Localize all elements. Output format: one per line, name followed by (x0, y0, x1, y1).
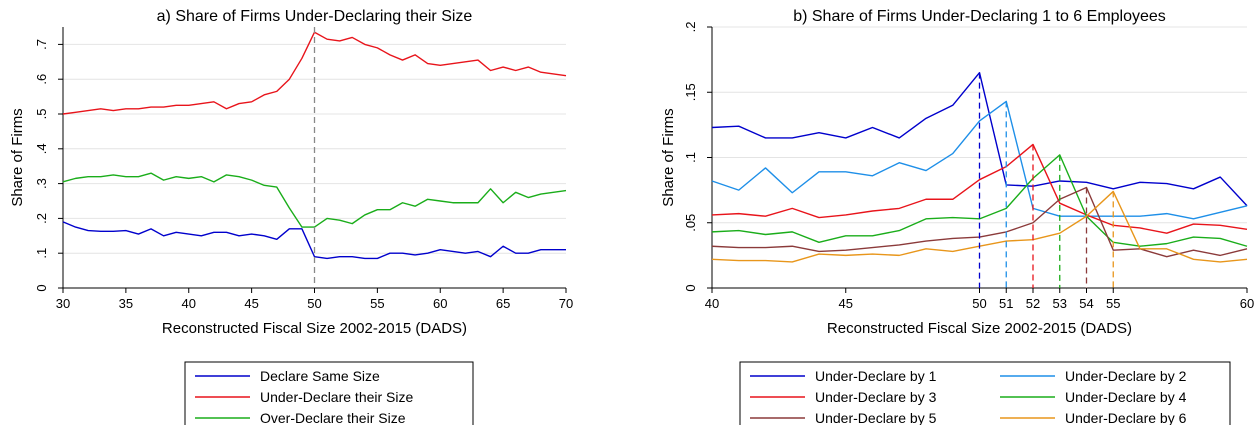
y-tick-label: .05 (683, 214, 698, 232)
y-tick-label: .7 (34, 39, 49, 50)
y-axis-label: Share of Firms (9, 108, 26, 206)
y-tick-label: .2 (34, 213, 49, 224)
x-tick-label: 65 (496, 296, 510, 311)
x-tick-label: 52 (1026, 296, 1040, 311)
x-tick-label: 45 (839, 296, 853, 311)
y-tick-label: 0 (683, 284, 698, 291)
chart-title: b) Share of Firms Under-Declaring 1 to 6… (793, 8, 1166, 25)
x-tick-label: 50 (972, 296, 986, 311)
x-tick-label: 53 (1053, 296, 1067, 311)
series-line (711, 100, 1248, 220)
legend-label: Under-Declare by 3 (815, 389, 937, 405)
panel-b: b) Share of Firms Under-Declaring 1 to 6… (660, 8, 1254, 425)
y-tick-label: .4 (34, 143, 49, 154)
series-line (711, 143, 1248, 234)
legend-label: Under-Declare by 1 (815, 368, 937, 384)
legend-label: Under-Declare by 6 (1065, 410, 1187, 425)
legend-label: Over-Declare their Size (260, 410, 406, 425)
x-tick-label: 40 (182, 296, 196, 311)
legend: Under-Declare by 1 Under-Declare by 2 Unde… (739, 361, 1231, 425)
panel-a: a) Share of Firms Under-Declaring their … (9, 8, 573, 425)
y-tick-label: .6 (34, 74, 49, 85)
y-tick-label: .5 (34, 109, 49, 120)
series-line (62, 221, 566, 260)
y-tick-label: .3 (34, 178, 49, 189)
y-tick-label: .2 (683, 22, 698, 33)
x-tick-label: 50 (307, 296, 321, 311)
y-tick-label: .15 (683, 83, 698, 101)
x-tick-label: 55 (370, 296, 384, 311)
x-tick-label: 55 (1106, 296, 1120, 311)
legend-box (184, 361, 474, 425)
y-tick-label: 0 (34, 284, 49, 291)
legend-label: Under-Declare their Size (260, 389, 413, 405)
chart-title: a) Share of Firms Under-Declaring their … (157, 8, 473, 25)
x-tick-label: 45 (244, 296, 258, 311)
x-tick-label: 35 (119, 296, 133, 311)
series-line (711, 154, 1248, 247)
legend-label: Under-Declare by 2 (1065, 368, 1187, 384)
x-axis-label: Reconstructed Fiscal Size 2002-2015 (DAD… (162, 320, 467, 337)
legend-box (739, 361, 1231, 425)
x-axis-label: Reconstructed Fiscal Size 2002-2015 (DAD… (827, 320, 1132, 337)
legend-label: Under-Declare by 5 (815, 410, 937, 425)
x-tick-label: 60 (1240, 296, 1254, 311)
y-tick-label: .1 (683, 152, 698, 163)
x-tick-label: 54 (1079, 296, 1093, 311)
y-tick-label: .1 (34, 248, 49, 259)
x-tick-label: 51 (999, 296, 1013, 311)
x-tick-label: 60 (433, 296, 447, 311)
x-tick-label: 30 (56, 296, 70, 311)
legend: Declare Same Size Under-Declare their Siz… (184, 361, 474, 425)
legend-label: Under-Declare by 4 (1065, 389, 1187, 405)
y-axis-label: Share of Firms (660, 108, 677, 206)
x-tick-label: 40 (705, 296, 719, 311)
x-tick-label: 70 (559, 296, 573, 311)
legend-label: Declare Same Size (260, 368, 380, 384)
